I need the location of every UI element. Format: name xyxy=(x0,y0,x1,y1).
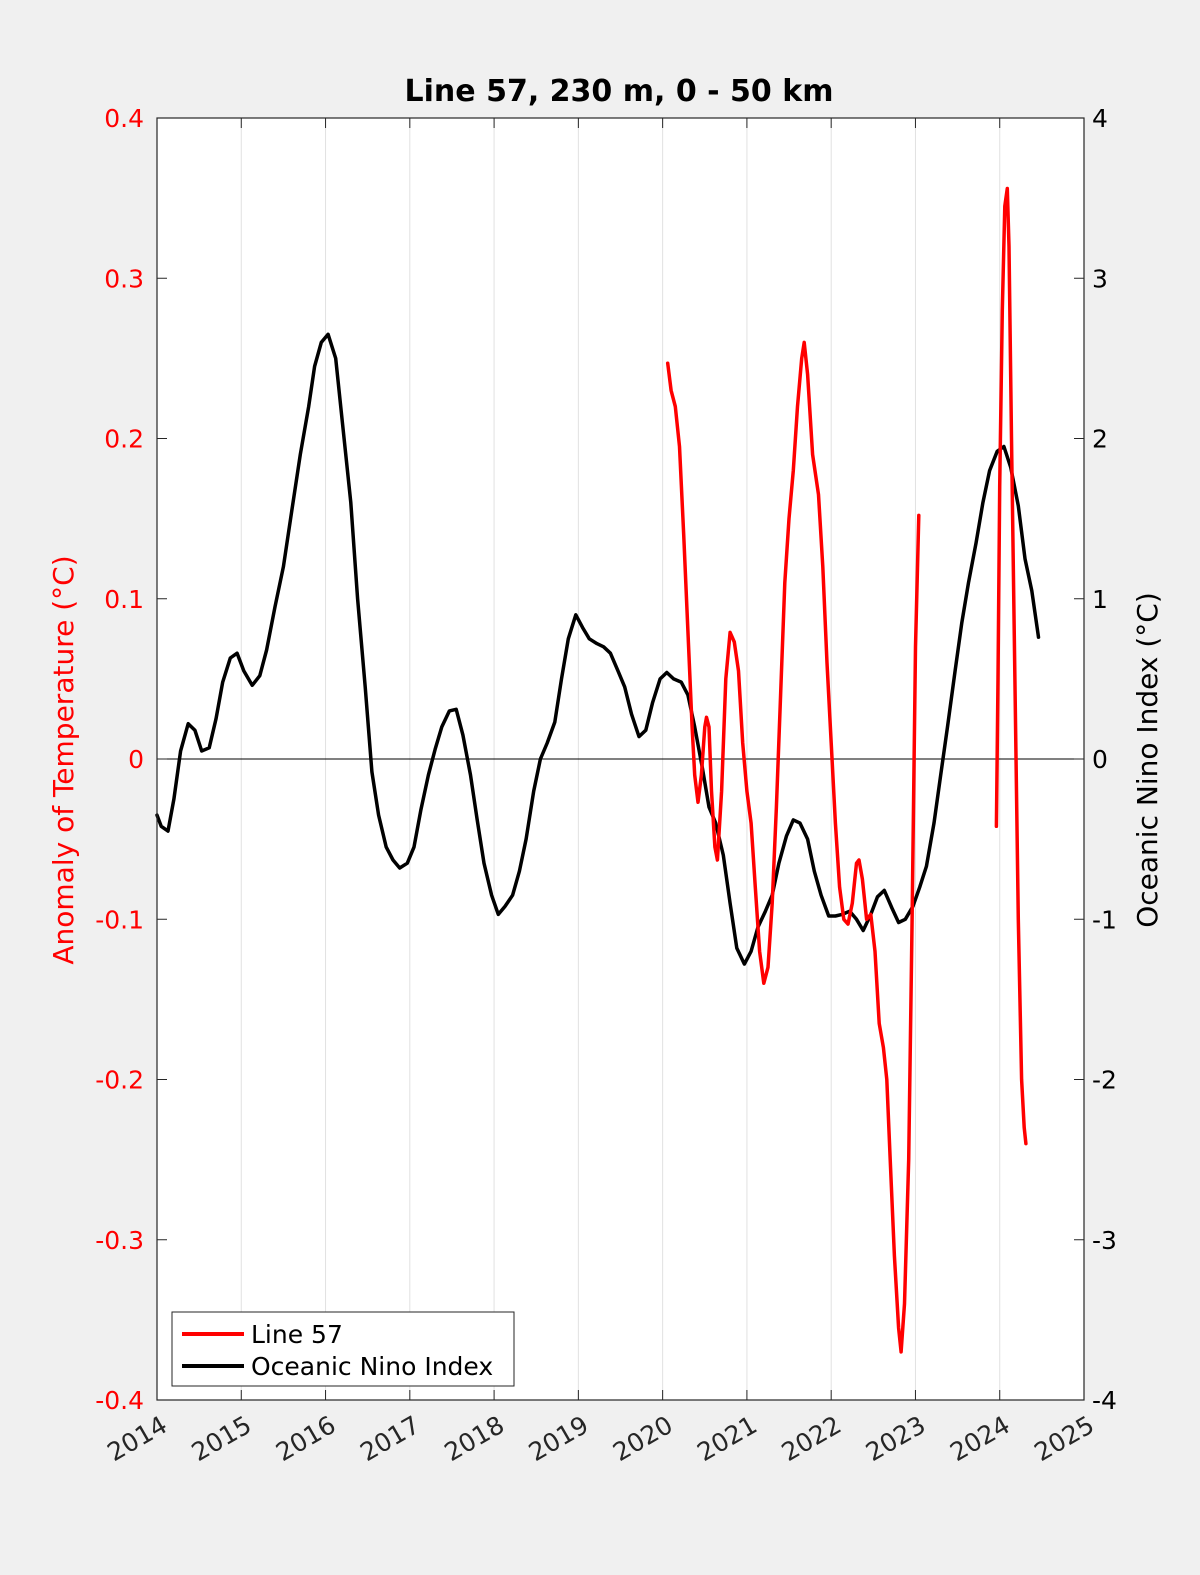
y-left-tick-label: 0.3 xyxy=(104,264,144,293)
y-right-tick-label: 2 xyxy=(1092,425,1108,454)
y-right-tick-label: -3 xyxy=(1092,1226,1117,1255)
y-left-tick-label: -0.2 xyxy=(95,1066,144,1095)
y-right-tick-label: -4 xyxy=(1092,1386,1117,1415)
y-right-tick-label: 3 xyxy=(1092,264,1108,293)
series-line-line57-segment-1 xyxy=(994,186,1028,1146)
y-left-tick-label: -0.4 xyxy=(95,1386,144,1415)
y-left-tick-label: 0.4 xyxy=(104,104,144,133)
series-layer xyxy=(155,186,1041,1354)
y-left-tick-label: -0.3 xyxy=(95,1226,144,1255)
legend: Line 57 Oceanic Nino Index xyxy=(171,1311,515,1387)
y-left-tick-label: -0.1 xyxy=(95,905,144,934)
y-axis-left-title: Anomaly of Temperature (°C) xyxy=(47,555,80,964)
y-right-tick-label: -1 xyxy=(1092,905,1117,934)
ticks xyxy=(156,117,1085,1401)
tick-labels: 2014 2015 2016 2017 2018 2019 2020 2021 2022 2023… xyxy=(95,104,1117,1467)
y-right-tick-label: 1 xyxy=(1092,585,1108,614)
legend-label-line57: Line 57 xyxy=(251,1320,343,1349)
y-left-tick-label: 0.2 xyxy=(104,425,144,454)
series-line-oceanic-nino-index xyxy=(155,332,1041,966)
legend-label-oni: Oceanic Nino Index xyxy=(251,1352,493,1381)
y-left-tick-label: 0.1 xyxy=(104,585,144,614)
chart-title: Line 57, 230 m, 0 - 50 km xyxy=(405,74,834,109)
series-line-line57-segment-0 xyxy=(665,340,921,1354)
y-right-tick-label: 4 xyxy=(1092,104,1108,133)
y-right-tick-label: -2 xyxy=(1092,1066,1117,1095)
y-axis-right-title: Oceanic Nino Index (°C) xyxy=(1131,592,1164,928)
y-left-tick-label: 0 xyxy=(128,745,144,774)
y-right-tick-label: 0 xyxy=(1092,745,1108,774)
legend-box xyxy=(171,1311,515,1387)
